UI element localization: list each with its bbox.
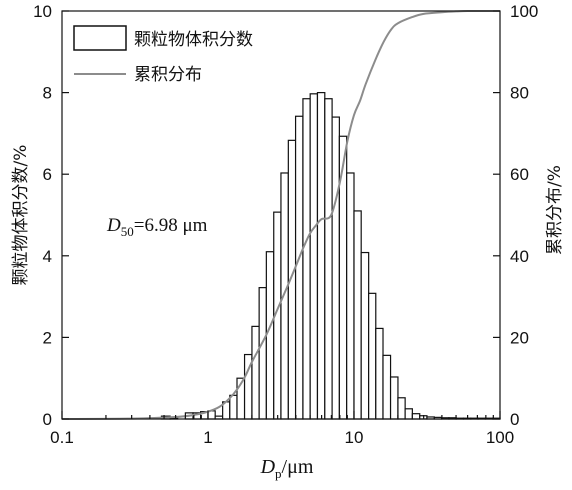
histogram-bar xyxy=(280,172,289,420)
histogram-bar xyxy=(360,251,370,420)
histogram-bar xyxy=(389,376,399,420)
x-axis-title-sub: p xyxy=(275,466,282,481)
d50-sub: 50 xyxy=(121,224,134,239)
histogram-bar xyxy=(324,98,333,420)
histogram-bar xyxy=(258,287,267,420)
x-axis-title-unit: /μm xyxy=(282,456,314,478)
legend-bar-label: 颗粒物体积分数 xyxy=(134,30,253,50)
x-tick-label: 1 xyxy=(203,428,212,447)
histogram-bars xyxy=(160,91,501,420)
histogram-bar xyxy=(265,251,275,420)
x-tick-label: 100 xyxy=(486,428,514,447)
histogram-bar xyxy=(353,210,362,420)
x-tick-label: 10 xyxy=(345,428,364,447)
legend-bar-swatch xyxy=(73,25,127,51)
histogram-bar xyxy=(251,325,260,420)
y-axis-right-title: 累积分布/% xyxy=(545,165,565,255)
d50-main: D xyxy=(106,215,121,236)
y-left-tick-label: 2 xyxy=(43,328,52,347)
histogram-bar xyxy=(404,408,413,420)
y-left-tick-label: 6 xyxy=(43,165,52,184)
y-left-tick-label: 8 xyxy=(43,84,52,103)
y-right-tick-label: 60 xyxy=(510,165,529,184)
y-axis-left-title: 颗粒物体积分数/% xyxy=(11,145,31,286)
histogram-bar xyxy=(294,115,304,420)
histogram-bar xyxy=(382,354,392,420)
histogram-bar xyxy=(368,292,377,420)
legend-line-label: 累积分布 xyxy=(134,65,202,85)
y-right-tick-label: 20 xyxy=(510,328,529,347)
d50-annotation: D50=6.98 μm xyxy=(106,215,208,239)
y-right-tick-label: 40 xyxy=(510,247,529,266)
y-right-tick-label: 80 xyxy=(510,84,529,103)
y-right-tick-label: 0 xyxy=(510,410,519,429)
histogram-bar xyxy=(302,98,311,420)
y-left-tick-label: 0 xyxy=(43,410,52,429)
y-left-tick-label: 10 xyxy=(33,2,52,21)
d50-rest: =6.98 μm xyxy=(134,215,208,236)
histogram-bar xyxy=(397,397,406,420)
histogram-bar xyxy=(229,394,238,420)
legend: 颗粒物体积分数 累积分布 xyxy=(73,25,253,85)
x-axis-title-main: D xyxy=(260,456,276,478)
histogram-bar xyxy=(316,91,326,420)
y-left-tick-label: 4 xyxy=(43,247,52,266)
histogram-bar xyxy=(309,93,319,420)
y-right-tick-label: 100 xyxy=(510,2,538,21)
x-tick-label: 0.1 xyxy=(50,428,74,447)
x-axis-title: Dp/μm xyxy=(260,456,314,481)
histogram-bar xyxy=(375,327,384,420)
cumulative-distribution-line xyxy=(61,9,500,420)
histogram-bar xyxy=(331,116,340,420)
histogram-bar xyxy=(411,413,421,420)
plot-frame xyxy=(61,10,501,420)
histogram-bar xyxy=(346,172,355,420)
